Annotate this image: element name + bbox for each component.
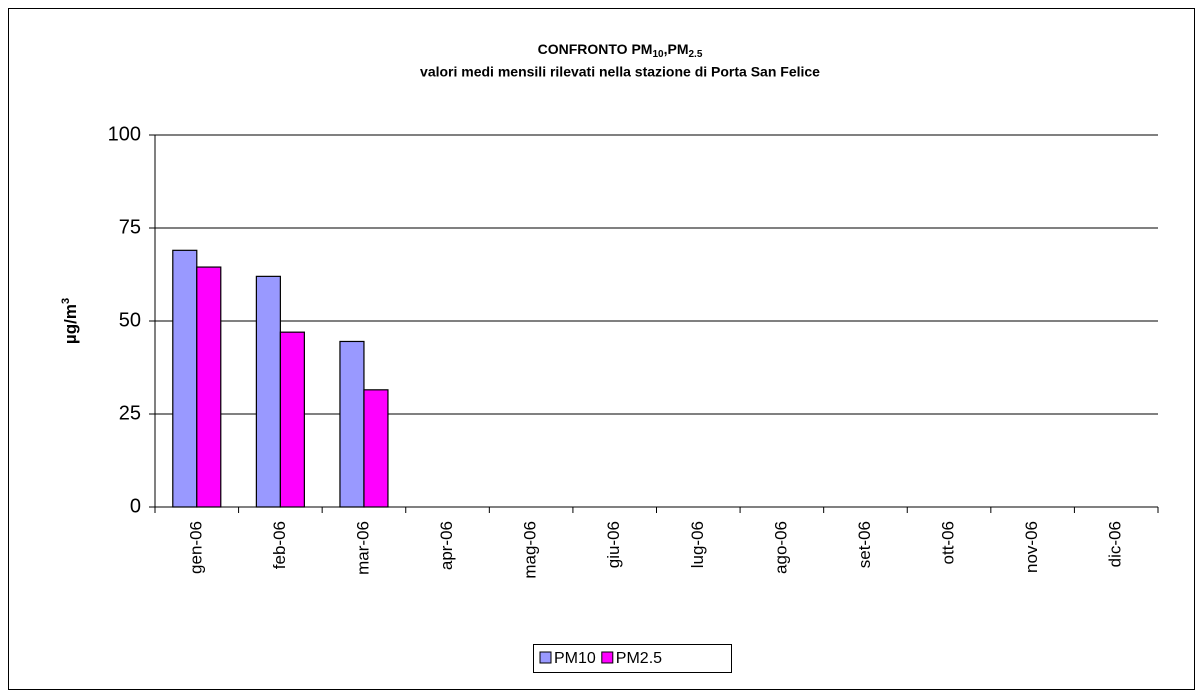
legend-swatch: [539, 651, 552, 664]
legend-box: [533, 644, 732, 673]
title-part: 10: [652, 49, 664, 60]
y-tick-label: 100: [108, 123, 141, 145]
x-tick-label: ago-06: [771, 521, 790, 574]
legend-label: PM10: [554, 650, 596, 667]
x-tick-label: nov-06: [1022, 521, 1041, 573]
bar: [172, 249, 198, 508]
legend-swatch: [601, 651, 614, 664]
x-tick-label: gen-06: [186, 521, 205, 574]
x-tick-label: feb-06: [270, 521, 289, 569]
chart-subtitle: valori medi mensili rilevati nella stazi…: [420, 64, 820, 80]
chart-title: CONFRONTO PM10,PM2.5: [538, 41, 703, 60]
title-part: ,PM: [664, 41, 689, 57]
y-tick-label: 75: [119, 216, 141, 238]
x-tick-label: set-06: [855, 521, 874, 568]
x-tick-label: mag-06: [521, 521, 540, 579]
bar: [363, 389, 389, 508]
bar: [196, 266, 222, 508]
title-part: 2.5: [688, 49, 702, 60]
y-label-part: 3: [60, 298, 72, 304]
y-tick-label: 50: [119, 309, 141, 331]
x-tick-label: giu-06: [604, 521, 623, 568]
legend-label: PM2.5: [616, 650, 662, 667]
y-label-part: µg/m: [61, 304, 80, 344]
y-tick-label: 25: [119, 402, 141, 424]
x-tick-label: lug-06: [688, 521, 707, 568]
bar: [255, 275, 281, 508]
bar: [279, 331, 305, 508]
y-tick-label: 0: [130, 495, 141, 517]
x-tick-label: ott-06: [939, 521, 958, 564]
title-part: CONFRONTO PM: [538, 41, 653, 57]
x-tick-label: dic-06: [1106, 521, 1125, 567]
x-tick-label: apr-06: [437, 521, 456, 570]
x-tick-label: mar-06: [353, 521, 372, 575]
bar: [339, 340, 365, 508]
y-axis-label: µg/m3: [60, 298, 81, 344]
